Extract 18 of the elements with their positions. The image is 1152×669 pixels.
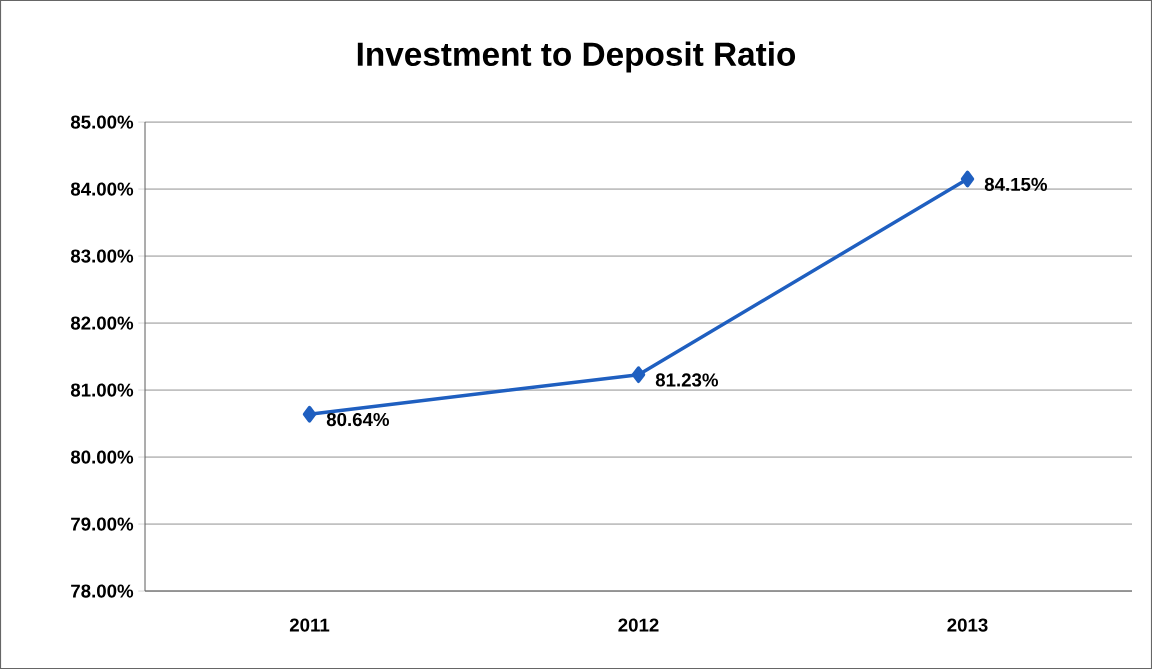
x-tick-label: 2013: [947, 618, 988, 632]
point: [960, 170, 975, 188]
y-tick-label: 81.00%: [70, 383, 134, 397]
y-tick-label: 83.00%: [70, 249, 134, 263]
y-tick-label: 80.00%: [70, 450, 134, 464]
data-label: 80.64%: [326, 412, 390, 427]
data-label: 81.23%: [655, 373, 719, 387]
x-tick-label: 2011: [289, 618, 330, 632]
y-tick-label: 85.00%: [70, 115, 134, 129]
data-label: 84.15%: [984, 177, 1048, 191]
y-tick-label: 79.00%: [71, 517, 134, 531]
y-tick-label: 82.00%: [70, 316, 134, 330]
point: [631, 366, 646, 384]
y-tick-label: 78.00%: [71, 584, 134, 598]
point: [302, 405, 317, 423]
x-tick-label: 2012: [618, 618, 659, 632]
y-tick-label: 84.00%: [70, 182, 134, 196]
chart-title: Investment to Deposit Ratio: [357, 41, 796, 73]
